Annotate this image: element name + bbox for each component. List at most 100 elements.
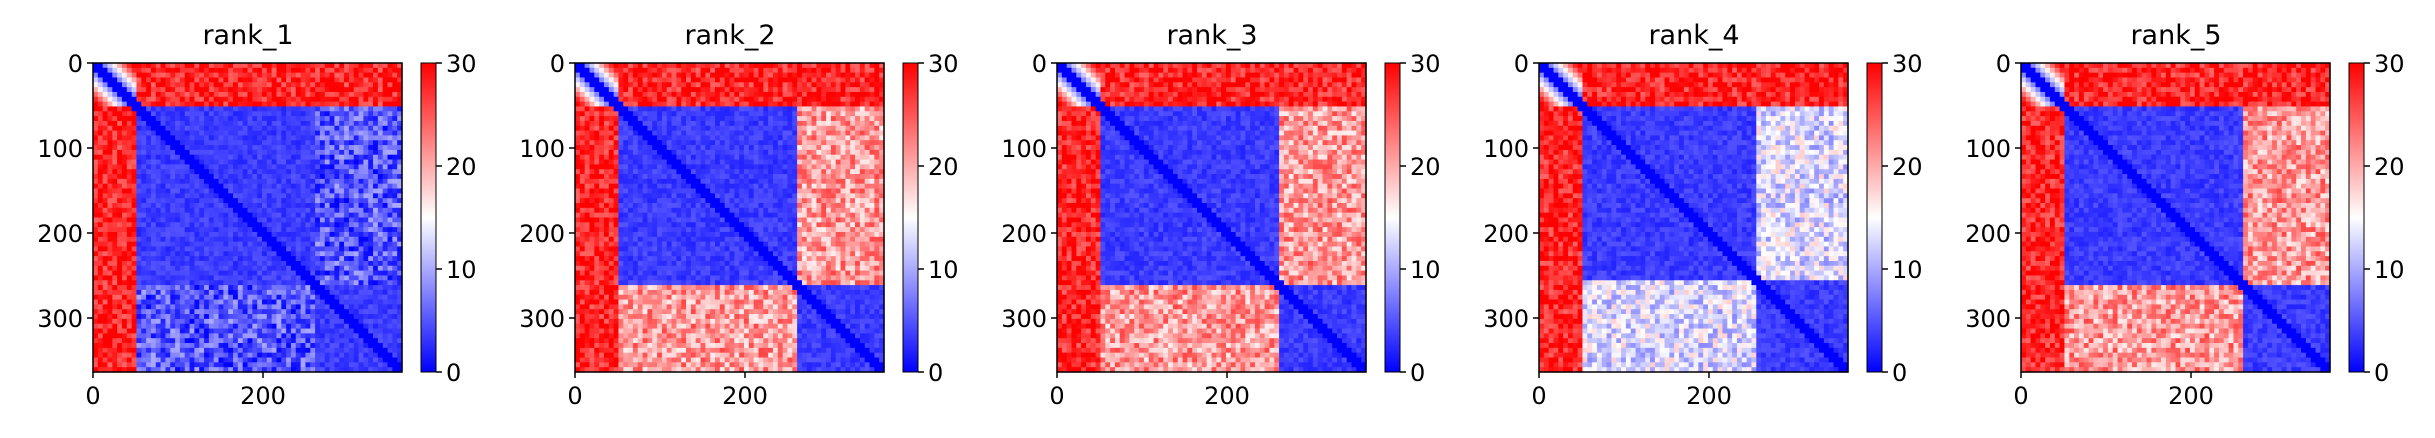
heatmap-cell [647, 82, 652, 87]
heatmap-cell [238, 232, 243, 237]
heatmap-cell [233, 116, 238, 121]
heatmap-cell [127, 348, 132, 353]
heatmap-cell [378, 73, 383, 78]
heatmap-cell [609, 106, 614, 111]
heatmap-cell [107, 319, 112, 324]
heatmap-cell [233, 329, 238, 334]
heatmap-cell [850, 116, 855, 121]
heatmap-cell [662, 121, 667, 126]
heatmap-cell [146, 218, 151, 223]
heatmap-cell [219, 179, 224, 184]
heatmap-cell [325, 126, 330, 131]
heatmap-cell [320, 309, 325, 314]
heatmap-cell [98, 338, 103, 343]
heatmap-cell [233, 338, 238, 343]
heatmap-cell [117, 68, 122, 73]
heatmap-cell [117, 189, 122, 194]
heatmap-cell [812, 77, 817, 82]
heatmap-cell [368, 343, 373, 348]
heatmap-cell [594, 87, 599, 92]
heatmap-cell [378, 179, 383, 184]
heatmap-cell [136, 198, 141, 203]
heatmap-cell [691, 77, 696, 82]
heatmap-cell [354, 222, 359, 227]
heatmap-cell [599, 116, 604, 121]
heatmap-cell [185, 77, 190, 82]
heatmap-cell [175, 169, 180, 174]
heatmap-cell [185, 155, 190, 160]
heatmap-cell [330, 343, 335, 348]
heatmap-cell [754, 97, 759, 102]
heatmap-cell [720, 82, 725, 87]
heatmap-cell [368, 314, 373, 319]
heatmap-cell [262, 102, 267, 107]
heatmap-cell [272, 256, 277, 261]
heatmap-cell [257, 222, 262, 227]
heatmap-cell [286, 218, 291, 223]
heatmap-cell [363, 300, 368, 305]
heatmap-cell [267, 164, 272, 169]
heatmap-cell [219, 266, 224, 271]
heatmap-cell [373, 353, 378, 358]
heatmap-cell [373, 106, 378, 111]
heatmap-cell [233, 135, 238, 140]
heatmap-cell [604, 97, 609, 102]
heatmap-cell [190, 82, 195, 87]
heatmap-cell [180, 218, 185, 223]
heatmap-cell [388, 314, 393, 319]
heatmap-cell [117, 290, 122, 295]
heatmap-cell [107, 87, 112, 92]
heatmap-cell [151, 169, 156, 174]
heatmap-cell [122, 324, 127, 329]
heatmap-cell [599, 63, 604, 68]
heatmap-cell [315, 102, 320, 107]
heatmap-cell [161, 87, 166, 92]
heatmap-cell [107, 97, 112, 102]
heatmap-cell [146, 300, 151, 305]
heatmap-cell [609, 92, 614, 97]
heatmap-cell [156, 232, 161, 237]
heatmap-cell [325, 92, 330, 97]
heatmap-cell [349, 121, 354, 126]
heatmap-cell [243, 295, 248, 300]
heatmap-cell [344, 121, 349, 126]
heatmap-cell [175, 87, 180, 92]
heatmap-cell [778, 77, 783, 82]
heatmap-cell [359, 203, 364, 208]
heatmap-cell [368, 271, 373, 276]
heatmap-cell [325, 73, 330, 78]
heatmap-cell [136, 150, 141, 155]
heatmap-cell [219, 329, 224, 334]
heatmap-cell [378, 295, 383, 300]
heatmap-cell [156, 358, 161, 363]
heatmap-cell [107, 300, 112, 305]
heatmap-cell [233, 304, 238, 309]
heatmap-cell [363, 329, 368, 334]
heatmap-cell [262, 184, 267, 189]
heatmap-cell [744, 92, 749, 97]
heatmap-cell [291, 106, 296, 111]
heatmap-cell [257, 314, 262, 319]
heatmap-cell [768, 121, 773, 126]
heatmap-cell [141, 261, 146, 266]
heatmap-cell [349, 150, 354, 155]
heatmap-cell [320, 237, 325, 242]
heatmap-cell [286, 324, 291, 329]
heatmap-cell [93, 145, 98, 150]
heatmap-cell [276, 295, 281, 300]
heatmap-cell [310, 237, 315, 242]
heatmap-cell [310, 271, 315, 276]
heatmap-cell [647, 121, 652, 126]
heatmap-cell [349, 126, 354, 131]
heatmap-cell [378, 164, 383, 169]
heatmap-cell [141, 329, 146, 334]
heatmap-cell [339, 63, 344, 68]
heatmap-cell [305, 106, 310, 111]
heatmap-cell [194, 77, 199, 82]
heatmap-cell [286, 304, 291, 309]
heatmap-cell [315, 338, 320, 343]
heatmap-cell [170, 68, 175, 73]
heatmap-cell [243, 87, 248, 92]
heatmap-cell [281, 82, 286, 87]
heatmap-cell [117, 295, 122, 300]
